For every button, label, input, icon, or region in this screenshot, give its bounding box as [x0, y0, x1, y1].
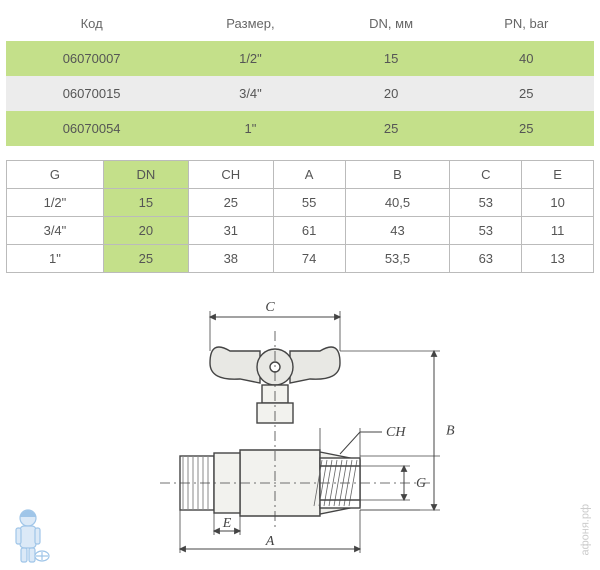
col-pn: PN, bar [459, 6, 594, 41]
col-header: B [345, 161, 450, 189]
col-code: Код [6, 6, 177, 41]
cell: 06070007 [6, 41, 177, 76]
cell: 15 [103, 189, 188, 217]
table-row: 1/2"15255540,55310 [7, 189, 594, 217]
cell: 55 [273, 189, 345, 217]
col-header: CH [188, 161, 273, 189]
cell: 25 [324, 111, 459, 146]
diagram-container: C CH B G E A афоня.рф [6, 291, 594, 564]
col-header: G [7, 161, 104, 189]
cell: 43 [345, 217, 450, 245]
col-size: Размер, [177, 6, 323, 41]
cell: 10 [522, 189, 594, 217]
cell: 3/4" [177, 76, 323, 111]
cell: 53 [450, 189, 522, 217]
svg-text:A: A [265, 534, 275, 549]
cell: 40,5 [345, 189, 450, 217]
cell: 25 [103, 245, 188, 273]
watermark: афоня.рф [580, 504, 592, 556]
cell: 74 [273, 245, 345, 273]
svg-text:C: C [265, 300, 275, 315]
table-row: 060700071/2"1540 [6, 41, 594, 76]
col-header: DN [103, 161, 188, 189]
cell: 20 [324, 76, 459, 111]
cell: 31 [188, 217, 273, 245]
table-header-row: GDNCHABCE [7, 161, 594, 189]
col-dn: DN, мм [324, 6, 459, 41]
cell: 25 [459, 111, 594, 146]
table-row: 3/4"203161435311 [7, 217, 594, 245]
dimensions-table: GDNCHABCE 1/2"15255540,553103/4"20316143… [6, 160, 594, 273]
cell: 25 [188, 189, 273, 217]
cell: 06070015 [6, 76, 177, 111]
cell: 3/4" [7, 217, 104, 245]
cell: 20 [103, 217, 188, 245]
cell: 61 [273, 217, 345, 245]
table-row: 060700153/4"2025 [6, 76, 594, 111]
cell: 13 [522, 245, 594, 273]
cell: 15 [324, 41, 459, 76]
cell: 40 [459, 41, 594, 76]
table-header-row: Код Размер, DN, мм PN, bar [6, 6, 594, 41]
col-header: C [450, 161, 522, 189]
cell: 11 [522, 217, 594, 245]
cell: 25 [459, 76, 594, 111]
cell: 38 [188, 245, 273, 273]
cell: 06070054 [6, 111, 177, 146]
svg-text:B: B [446, 424, 455, 439]
product-table: Код Размер, DN, мм PN, bar 060700071/2"1… [6, 6, 594, 146]
table-row: 1"25387453,56313 [7, 245, 594, 273]
cell: 1/2" [177, 41, 323, 76]
table-row: 060700541"2525 [6, 111, 594, 146]
col-header: A [273, 161, 345, 189]
svg-text:E: E [222, 516, 232, 531]
cell: 1/2" [7, 189, 104, 217]
svg-text:CH: CH [386, 425, 406, 440]
svg-text:G: G [416, 476, 426, 491]
cell: 53 [450, 217, 522, 245]
plumber-icon [6, 504, 50, 564]
col-header: E [522, 161, 594, 189]
cell: 63 [450, 245, 522, 273]
cell: 53,5 [345, 245, 450, 273]
cell: 1" [177, 111, 323, 146]
cell: 1" [7, 245, 104, 273]
valve-diagram: C CH B G E A [110, 291, 490, 561]
